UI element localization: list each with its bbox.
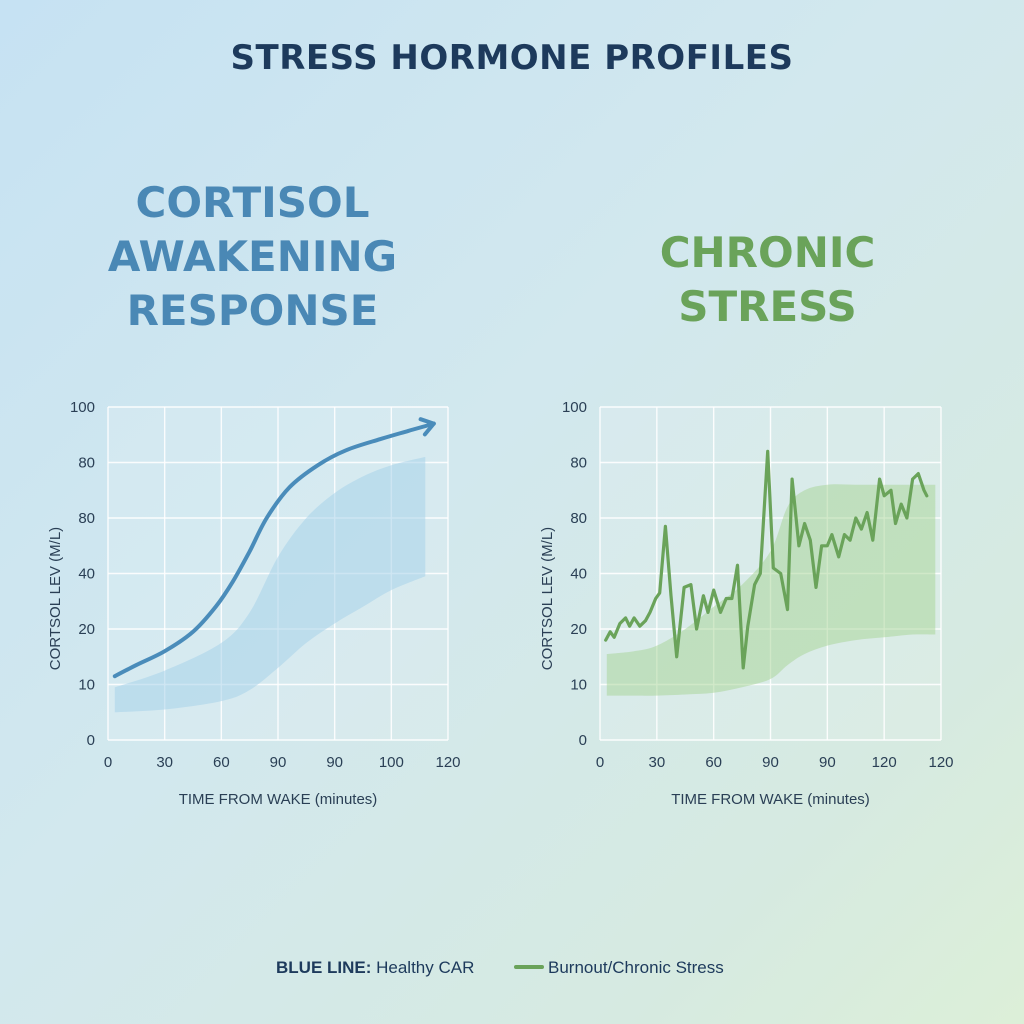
x-tick-label: 120 xyxy=(872,754,897,771)
range-band xyxy=(114,456,426,713)
y-tick-label: 80 xyxy=(78,455,95,472)
x-tick-label: 90 xyxy=(326,754,343,771)
x-tick-label: 90 xyxy=(762,754,779,771)
y-tick-label: 10 xyxy=(78,677,95,694)
y-tick-label: 0 xyxy=(579,732,587,749)
x-tick-label: 120 xyxy=(928,754,953,771)
x-tick-label: 0 xyxy=(104,754,112,771)
y-tick-label: 100 xyxy=(562,399,587,416)
heading-line: CORTISOL xyxy=(135,178,370,227)
x-tick-label: 100 xyxy=(379,754,404,771)
x-tick-label: 90 xyxy=(819,754,836,771)
y-tick-label: 40 xyxy=(78,566,95,583)
heading-line: STRESS xyxy=(678,282,857,331)
y-tick-label: 100 xyxy=(70,399,95,416)
y-tick-label: 0 xyxy=(87,732,95,749)
heading-line: AWAKENING xyxy=(107,232,398,281)
y-tick-label: 20 xyxy=(570,621,587,638)
y-tick-label: 20 xyxy=(78,621,95,638)
legend-green-swatch xyxy=(514,964,544,969)
y-tick-label: 80 xyxy=(570,455,587,472)
y-tick-label: 80 xyxy=(78,510,95,527)
x-tick-label: 90 xyxy=(270,754,287,771)
panel-heading-chronic-stress: CHRONIC STRESS xyxy=(600,226,935,334)
x-tick-label: 60 xyxy=(705,754,722,771)
series-line xyxy=(604,449,929,670)
y-tick-label: 10 xyxy=(570,677,587,694)
page-title: STRESS HORMONE PROFILES xyxy=(230,38,794,78)
y-tick-label: 80 xyxy=(570,510,587,527)
legend: BLUE LINE: Healthy CAR Burnout/Chronic S… xyxy=(0,958,1024,982)
y-tick-label: 40 xyxy=(570,566,587,583)
x-tick-label: 60 xyxy=(213,754,230,771)
heading-line: CHRONIC xyxy=(659,228,876,277)
legend-green-text: Burnout/Chronic Stress xyxy=(548,958,724,977)
legend-blue-text: Healthy CAR xyxy=(371,958,475,977)
series-line xyxy=(112,421,436,679)
legend-item-healthy-car: BLUE LINE: Healthy CAR xyxy=(276,958,474,978)
arrowhead-icon xyxy=(418,417,436,437)
legend-blue-prefix: BLUE LINE: xyxy=(276,958,372,977)
x-tick-label: 120 xyxy=(435,754,460,771)
heading-line: RESPONSE xyxy=(126,286,379,335)
x-tick-label: 30 xyxy=(648,754,665,771)
x-axis-title: TIME FROM WAKE (minutes) xyxy=(671,791,870,808)
legend-item-burnout: Burnout/Chronic Stress xyxy=(514,958,724,978)
range-band xyxy=(606,484,936,696)
x-tick-label: 0 xyxy=(596,754,604,771)
y-axis-title: CORTSOL LEV (M/L) xyxy=(539,527,556,670)
panel-heading-cortisol-awakening: CORTISOL AWAKENING RESPONSE xyxy=(80,176,425,338)
x-tick-label: 30 xyxy=(156,754,173,771)
x-axis-title: TIME FROM WAKE (minutes) xyxy=(179,791,378,808)
y-axis-title: CORTSOL LEV (M/L) xyxy=(47,527,64,670)
